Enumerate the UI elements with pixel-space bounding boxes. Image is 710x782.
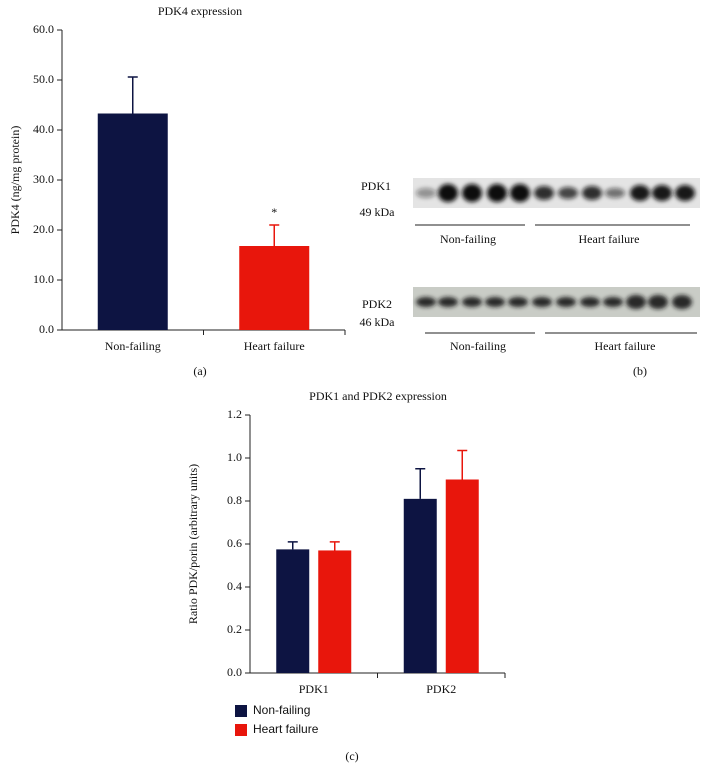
- blot-band: [487, 184, 507, 202]
- blot-band: [603, 297, 623, 307]
- blot-band: [416, 297, 436, 307]
- chart-title: PDK1 and PDK2 expression: [309, 389, 447, 403]
- error-bar: [415, 468, 426, 499]
- y-tick-label: 0.8: [227, 493, 242, 507]
- group-label: Heart failure: [579, 232, 640, 246]
- error-bar: [269, 224, 280, 246]
- group-label: Non-failing: [440, 232, 496, 246]
- y-tick-label: 50.0: [33, 72, 54, 86]
- y-axis-label: Ratio PDK/porin (arbitrary units): [186, 464, 200, 624]
- y-tick-label: 0.2: [227, 622, 242, 636]
- blot-band: [508, 297, 528, 307]
- blot-size: 46 kDa: [360, 315, 396, 329]
- y-tick-label: 0.0: [39, 322, 54, 336]
- y-axis-label: PDK4 (ng/mg protein): [8, 126, 22, 235]
- y-tick-label: 10.0: [33, 272, 54, 286]
- blot-band: [438, 184, 458, 202]
- panel-label: (c): [345, 749, 358, 763]
- legend-swatch: [235, 705, 247, 717]
- bar: [276, 549, 310, 673]
- blot-protein: PDK2: [362, 297, 392, 311]
- blot-band: [534, 186, 554, 200]
- panel-label: (a): [193, 364, 206, 378]
- x-tick-label: Heart failure: [244, 339, 305, 353]
- blot-band: [648, 295, 668, 309]
- bar: [445, 479, 479, 673]
- blot-band: [652, 185, 672, 201]
- significance-marker: *: [271, 205, 277, 219]
- blot-band: [416, 188, 436, 198]
- y-tick-label: 0.6: [227, 536, 242, 550]
- chart-title: PDK4 expression: [158, 4, 242, 18]
- group-label: Heart failure: [595, 339, 656, 353]
- x-tick-label: Non-failing: [105, 339, 161, 353]
- blot-band: [675, 185, 695, 201]
- bar: [403, 498, 437, 673]
- y-tick-label: 20.0: [33, 222, 54, 236]
- y-tick-label: 40.0: [33, 122, 54, 136]
- blot-band: [485, 297, 505, 307]
- error-bar: [329, 541, 340, 551]
- blot-band: [510, 184, 530, 202]
- blot-band: [438, 297, 458, 307]
- blot-band: [532, 297, 552, 307]
- blot-protein: PDK1: [361, 179, 391, 193]
- blot-band: [462, 297, 482, 307]
- blot-band: [630, 185, 650, 201]
- x-tick-label: PDK1: [299, 682, 329, 696]
- blot-band: [626, 295, 646, 309]
- y-tick-label: 1.2: [227, 407, 242, 421]
- bar: [239, 246, 310, 330]
- error-bar: [457, 449, 468, 480]
- blot-band: [605, 188, 625, 198]
- y-tick-label: 30.0: [33, 172, 54, 186]
- error-bar: [127, 76, 138, 114]
- bar: [318, 550, 352, 673]
- bar: [97, 113, 168, 330]
- error-bar: [287, 541, 298, 550]
- blot-bands: [416, 184, 695, 309]
- legend-label: Heart failure: [253, 722, 319, 736]
- legend-swatch: [235, 724, 247, 736]
- blot-band: [582, 186, 602, 200]
- x-tick-label: PDK2: [426, 682, 456, 696]
- blot-band: [462, 184, 482, 202]
- group-label: Non-failing: [450, 339, 506, 353]
- blot-size: 49 kDa: [360, 205, 396, 219]
- y-tick-label: 0.0: [227, 665, 242, 679]
- legend-label: Non-failing: [253, 703, 310, 717]
- blot-band: [558, 187, 578, 199]
- blot-band: [556, 297, 576, 307]
- blot-band: [672, 295, 692, 309]
- y-tick-label: 0.4: [227, 579, 242, 593]
- y-tick-label: 1.0: [227, 450, 242, 464]
- panel-label: (b): [633, 364, 647, 378]
- blot-band: [580, 297, 600, 307]
- y-tick-label: 60.0: [33, 22, 54, 36]
